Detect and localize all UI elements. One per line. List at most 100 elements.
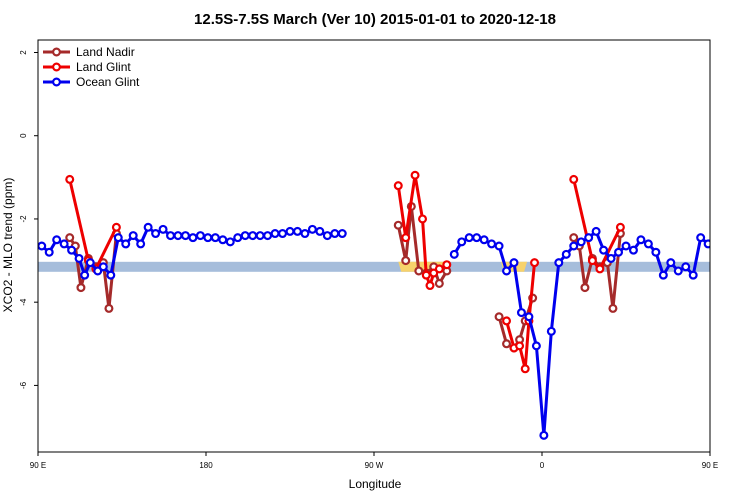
data-point-land-glint bbox=[429, 268, 439, 278]
data-point-ocean-glint bbox=[93, 266, 103, 276]
data-point-ocean-glint bbox=[121, 239, 131, 249]
data-point-ocean-glint bbox=[106, 270, 116, 280]
legend-item-ocean-glint: Ocean Glint bbox=[43, 75, 140, 89]
data-point-ocean-glint bbox=[44, 247, 54, 257]
data-point-ocean-glint bbox=[158, 224, 168, 234]
data-point-ocean-glint bbox=[479, 235, 489, 245]
data-point-ocean-glint bbox=[113, 233, 123, 243]
legend-label: Land Nadir bbox=[76, 45, 135, 59]
data-point-ocean-glint bbox=[248, 231, 258, 241]
data-point-ocean-glint bbox=[210, 233, 220, 243]
data-point-ocean-glint bbox=[330, 229, 340, 239]
data-point-land-glint bbox=[393, 181, 403, 191]
data-point-ocean-glint bbox=[457, 237, 467, 247]
x-axis: 90 E 180 90 W 0 90 E bbox=[30, 452, 718, 470]
data-point-ocean-glint bbox=[278, 229, 288, 239]
legend-marker bbox=[51, 47, 61, 57]
data-point-land-nadir bbox=[393, 220, 403, 230]
data-point-land-nadir bbox=[104, 303, 114, 313]
data-point-ocean-glint bbox=[472, 233, 482, 243]
x-tick-label: 90 E bbox=[702, 461, 718, 470]
chart-title: 12.5S-7.5S March (Ver 10) 2015-01-01 to … bbox=[194, 11, 556, 28]
data-point-ocean-glint bbox=[703, 239, 710, 249]
plot-area bbox=[38, 170, 710, 440]
data-point-ocean-glint bbox=[285, 226, 295, 236]
data-point-ocean-glint bbox=[136, 239, 146, 249]
data-point-land-glint bbox=[595, 264, 605, 274]
reference-band bbox=[38, 261, 710, 272]
data-point-land-nadir bbox=[65, 233, 75, 243]
y-tick-label: 2 bbox=[19, 50, 28, 55]
data-point-ocean-glint bbox=[255, 231, 265, 241]
data-point-ocean-glint bbox=[292, 226, 302, 236]
data-point-ocean-glint bbox=[337, 229, 347, 239]
data-point-ocean-glint bbox=[606, 253, 616, 263]
data-point-ocean-glint bbox=[591, 226, 601, 236]
y-axis: 2 0 -2 -4 -6 bbox=[19, 50, 38, 389]
data-point-ocean-glint bbox=[487, 239, 497, 249]
data-point-ocean-glint bbox=[569, 241, 579, 251]
data-point-ocean-glint bbox=[628, 245, 638, 255]
data-point-ocean-glint bbox=[599, 245, 609, 255]
data-point-land-glint bbox=[421, 270, 431, 280]
data-point-ocean-glint bbox=[59, 239, 69, 249]
y-tick-label: -2 bbox=[19, 215, 28, 223]
data-point-ocean-glint bbox=[614, 247, 624, 257]
x-axis-label: Longitude bbox=[349, 477, 402, 491]
y-axis-label: XCO2 - MLO trend (ppm) bbox=[1, 178, 15, 313]
data-point-ocean-glint bbox=[696, 233, 706, 243]
legend-marker bbox=[51, 62, 61, 72]
data-point-ocean-glint bbox=[151, 229, 161, 239]
data-point-ocean-glint bbox=[681, 262, 691, 272]
data-point-ocean-glint bbox=[464, 233, 474, 243]
data-point-land-nadir bbox=[76, 283, 86, 293]
data-point-ocean-glint bbox=[74, 253, 84, 263]
x-tick-label: 90 W bbox=[365, 461, 384, 470]
data-point-ocean-glint bbox=[509, 258, 519, 268]
data-point-ocean-glint bbox=[143, 222, 153, 232]
legend-item-land-nadir: Land Nadir bbox=[43, 45, 135, 59]
y-tick-label: -6 bbox=[19, 381, 28, 389]
data-point-ocean-glint bbox=[322, 231, 332, 241]
data-point-ocean-glint bbox=[240, 231, 250, 241]
data-point-land-nadir bbox=[569, 233, 579, 243]
data-point-ocean-glint bbox=[195, 231, 205, 241]
data-point-ocean-glint bbox=[621, 241, 631, 251]
data-point-land-glint bbox=[418, 214, 428, 224]
data-point-ocean-glint bbox=[546, 326, 556, 336]
data-point-land-nadir bbox=[414, 266, 424, 276]
data-point-ocean-glint bbox=[307, 224, 317, 234]
data-point-ocean-glint bbox=[225, 237, 235, 247]
data-point-ocean-glint bbox=[38, 241, 47, 251]
data-point-ocean-glint bbox=[300, 229, 310, 239]
y-tick-label: -4 bbox=[19, 298, 28, 306]
data-point-ocean-glint bbox=[270, 229, 280, 239]
data-point-ocean-glint bbox=[524, 312, 534, 322]
legend-item-land-glint: Land Glint bbox=[43, 60, 131, 74]
data-point-ocean-glint bbox=[576, 237, 586, 247]
data-point-ocean-glint bbox=[173, 231, 183, 241]
data-point-land-glint bbox=[569, 174, 579, 184]
data-point-land-glint bbox=[425, 281, 435, 291]
data-point-ocean-glint bbox=[502, 266, 512, 276]
data-point-land-glint bbox=[410, 170, 420, 180]
data-point-ocean-glint bbox=[584, 233, 594, 243]
data-point-ocean-glint bbox=[233, 233, 243, 243]
data-point-ocean-glint bbox=[673, 266, 683, 276]
data-point-ocean-glint bbox=[85, 258, 95, 268]
data-point-land-nadir bbox=[608, 303, 618, 313]
data-point-ocean-glint bbox=[643, 239, 653, 249]
data-point-ocean-glint bbox=[688, 270, 698, 280]
series-line-land-glint bbox=[505, 262, 537, 371]
data-point-land-glint bbox=[615, 222, 625, 232]
data-point-ocean-glint bbox=[449, 249, 459, 259]
data-point-land-glint bbox=[442, 260, 452, 270]
data-point-ocean-glint bbox=[539, 430, 549, 440]
data-point-land-glint bbox=[401, 233, 411, 243]
data-point-land-glint bbox=[65, 174, 75, 184]
data-point-land-nadir bbox=[434, 278, 444, 288]
data-point-ocean-glint bbox=[516, 308, 526, 318]
data-point-ocean-glint bbox=[128, 231, 138, 241]
data-point-ocean-glint bbox=[166, 231, 176, 241]
data-point-ocean-glint bbox=[180, 231, 190, 241]
